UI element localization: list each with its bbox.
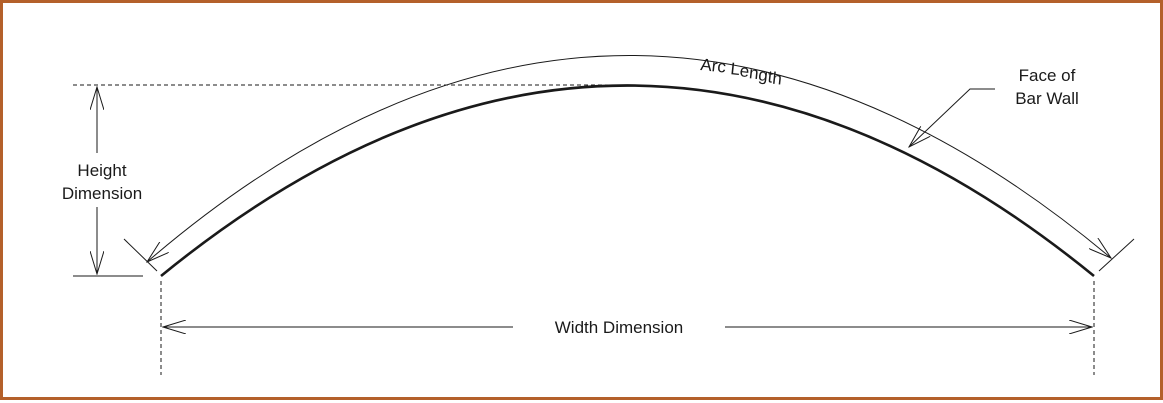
arc-length-label: Arc Length	[699, 55, 783, 88]
arch-diagram: Arc Length Face of Bar Wall Height Dimen…	[62, 55, 1135, 375]
face-of-bar-wall-leader	[909, 88, 995, 147]
arc-left-end-tick	[123, 238, 158, 272]
arc-length-dimension-line	[147, 55, 1111, 262]
bar-wall-face-arc	[160, 84, 1095, 278]
face-of-bar-wall-label-line2: Bar Wall	[1015, 89, 1079, 108]
width-dimension-label: Width Dimension	[555, 318, 684, 337]
face-of-bar-wall-label-line1: Face of	[1019, 66, 1076, 85]
arc-right-end-tick	[1098, 238, 1135, 272]
height-dimension-label-line1: Height	[77, 161, 126, 180]
height-dimension-label-line2: Dimension	[62, 184, 142, 203]
